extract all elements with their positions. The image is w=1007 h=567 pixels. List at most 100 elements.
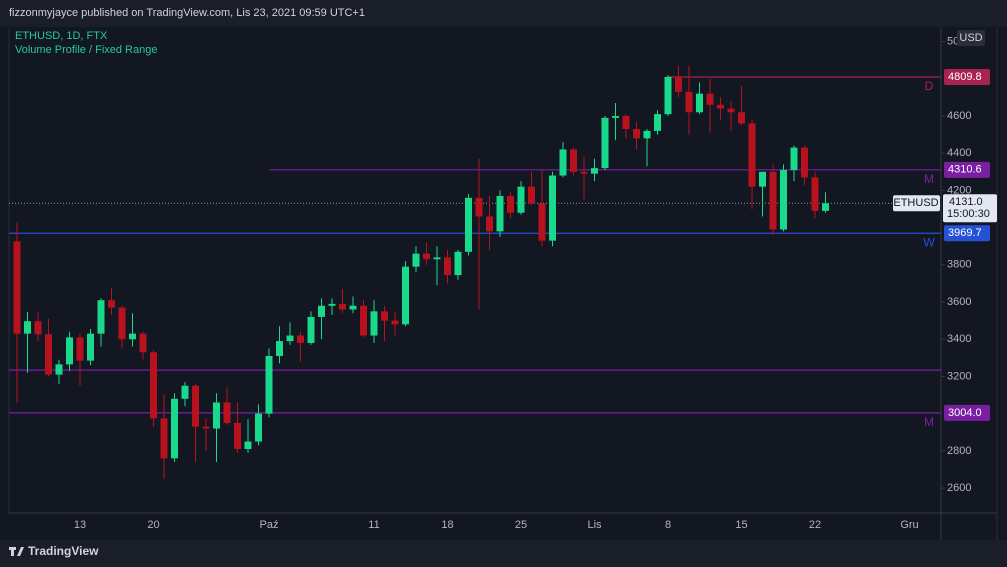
- candle-body: [475, 197, 483, 217]
- header-text: fizzonmyjayce published on TradingView.c…: [9, 7, 365, 19]
- candle-body: [622, 115, 630, 130]
- candle-body: [129, 333, 136, 340]
- candle-body: [486, 216, 493, 232]
- candle-body: [192, 385, 199, 427]
- candle-body: [433, 257, 441, 260]
- x-tick-label: Gru: [900, 519, 918, 531]
- candle-body: [370, 311, 378, 336]
- candle-body: [643, 130, 651, 139]
- last-price-label: 4131.0: [949, 196, 983, 208]
- x-tick-label: Paź: [260, 519, 279, 531]
- level-price-box: [944, 404, 990, 421]
- candle-body: [45, 334, 52, 375]
- candle-body: [538, 203, 546, 241]
- candle-body: [738, 112, 745, 124]
- candle-body: [234, 422, 241, 450]
- y-tick-label: 3400: [947, 333, 971, 345]
- y-tick-label: 3200: [947, 370, 971, 382]
- candle-body: [318, 305, 325, 317]
- legend-title: ETHUSD, 1D, FTX: [15, 30, 108, 42]
- candle-body: [202, 426, 210, 429]
- y-tick-label: 3800: [947, 259, 971, 271]
- candle-body: [507, 195, 514, 213]
- currency-box: [957, 30, 985, 46]
- currency-label: USD: [959, 32, 982, 44]
- candle-body: [276, 341, 283, 356]
- candle-body: [811, 177, 819, 211]
- candle-body: [423, 253, 430, 260]
- candle-body: [255, 413, 262, 442]
- candle-body: [328, 303, 336, 306]
- candle-body: [24, 321, 31, 334]
- x-tick-label: 25: [515, 519, 527, 531]
- candle-body: [822, 203, 829, 211]
- x-tick-label: Lis: [587, 519, 602, 531]
- x-tick-label: 18: [441, 519, 453, 531]
- candle-body: [244, 441, 252, 450]
- candle-body: [150, 352, 157, 419]
- candle-body: [654, 114, 661, 131]
- candle-body: [696, 93, 703, 113]
- level-tag: W: [923, 235, 935, 249]
- y-tick-label: 4400: [947, 147, 971, 159]
- candle-body: [580, 171, 588, 174]
- candle-body: [570, 149, 577, 172]
- candle-body: [223, 402, 231, 423]
- candle-body: [66, 337, 73, 365]
- level-price-label: 3004.0: [948, 407, 982, 419]
- candle-body: [801, 147, 808, 178]
- level-price-label: 4310.6: [948, 164, 982, 176]
- candle-body: [633, 129, 640, 139]
- level-price-label: 4809.8: [948, 71, 982, 83]
- level-tag: M: [924, 415, 934, 429]
- candle-body: [517, 186, 525, 213]
- plot-area: [9, 65, 941, 479]
- candle-body: [265, 355, 273, 414]
- candle-body: [601, 117, 609, 169]
- y-tick-label: 2600: [947, 482, 971, 494]
- level-price-box: [944, 225, 990, 242]
- candle-body: [87, 333, 94, 361]
- logo-part: [11, 547, 14, 556]
- x-tick-label: 11: [368, 519, 379, 531]
- candle-body: [612, 115, 619, 118]
- level-price-box: [944, 68, 990, 85]
- x-tick-label: 13: [74, 519, 86, 531]
- candle-body: [685, 91, 693, 113]
- x-tick-label: 15: [735, 519, 747, 531]
- candle-body: [675, 76, 682, 92]
- candle-body: [465, 197, 472, 252]
- last-price-box: [943, 194, 997, 223]
- candle-body: [297, 335, 304, 343]
- y-tick-label: 4200: [947, 184, 971, 196]
- candle-body: [412, 253, 420, 267]
- candle-body: [213, 402, 220, 429]
- level-price-box: [944, 161, 990, 178]
- x-tick-label: 20: [147, 519, 159, 531]
- legend-subtitle: Volume Profile / Fixed Range: [15, 44, 157, 56]
- x-tick-label: 8: [665, 519, 671, 531]
- candle-body: [349, 305, 357, 310]
- footer-bar: [0, 540, 1007, 567]
- candle-body: [496, 195, 504, 232]
- candle-body: [339, 303, 346, 310]
- candle-body: [13, 241, 21, 334]
- candle-body: [780, 169, 787, 230]
- candle-body: [97, 300, 105, 334]
- candle-body: [748, 123, 756, 187]
- candle-body: [181, 385, 189, 399]
- candle-body: [664, 76, 672, 115]
- candle-body: [759, 171, 766, 187]
- y-tick-label: 2800: [947, 445, 971, 457]
- candle-body: [444, 257, 451, 276]
- candle-body: [402, 266, 409, 325]
- candle-body: [76, 337, 84, 361]
- candle-body: [160, 418, 168, 459]
- candle-body: [34, 321, 42, 335]
- header-bar: [0, 0, 1007, 27]
- candle-body: [307, 316, 315, 343]
- candle-body: [139, 333, 147, 353]
- candle-body: [559, 149, 567, 176]
